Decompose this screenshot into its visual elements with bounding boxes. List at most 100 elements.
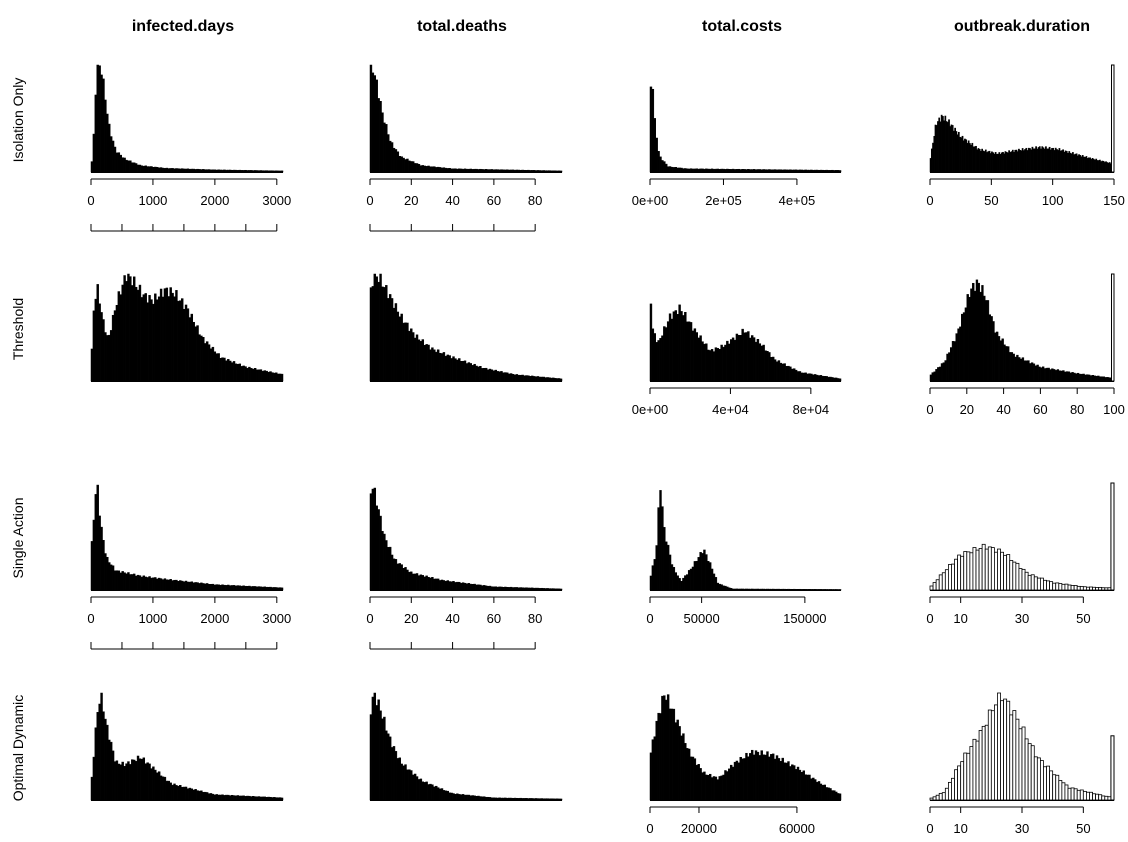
histogram-bar [1076,789,1081,801]
histogram-bar [829,170,832,173]
histogram-bar [796,169,800,173]
x-tick-label: 40 [445,611,459,626]
x-tick-label: 0 [646,611,653,626]
histogram-bar [253,170,257,173]
histogram-bar [492,169,496,173]
histogram-bar [154,166,157,173]
histogram-bar [1027,574,1032,591]
histogram-bar [823,589,826,591]
histogram-bar [1064,583,1069,591]
histogram-bar [1073,788,1078,801]
histogram-bar [836,170,840,173]
histogram-bar [833,170,836,173]
histogram-bar [764,588,767,591]
histogram-bar [381,286,384,382]
histogram-bar [171,168,174,173]
histogram-bar [536,798,540,801]
histogram-bar [540,170,544,173]
histogram-bar [525,375,528,382]
histogram-bar [951,563,955,591]
histogram-bar [768,756,771,801]
histogram-bar [1095,375,1098,382]
histogram-bar [444,355,448,382]
histogram-bar [745,332,748,382]
histogram-bar [150,299,153,382]
histogram-bar [550,377,553,382]
histogram-bar [278,587,282,591]
histogram-bar [129,764,132,801]
histogram-bar [125,281,128,382]
histogram-bar [783,363,786,382]
histogram-bar [217,353,220,382]
histogram-bar [467,794,471,801]
histogram-bar [98,703,101,801]
histogram-bar [475,584,478,591]
histogram-bar [180,168,184,173]
histogram-bar [506,169,509,173]
histogram-bar [511,169,515,173]
histogram-bar [250,368,253,382]
histogram-bar [773,169,777,173]
histogram-bar [125,573,128,591]
histogram-bar [131,162,134,173]
histogram-bar [762,754,765,801]
histogram-bar [733,588,737,591]
histogram-bar [529,170,532,173]
histogram-bar [988,314,991,382]
histogram-bar [1006,554,1011,591]
x-tick-label: 4e+05 [779,193,816,208]
histogram-bar [764,169,767,173]
x-tick-label: 0 [926,611,933,626]
histogram-bar [718,169,721,173]
histogram-bar [760,169,763,173]
histogram-bar [517,169,521,173]
histogram-bar [653,559,656,591]
histogram-bar [255,586,259,591]
histogram-bar [1036,364,1039,382]
histogram-bar [1052,582,1057,591]
histogram-bar [177,168,180,173]
histogram-bar [396,563,400,591]
histogram-bar [695,560,699,591]
histogram-bar [507,169,511,173]
histogram-bar [509,797,513,801]
histogram-bar [981,285,984,382]
histogram-bar [159,775,163,801]
histogram-bar [752,754,756,801]
histogram-bar [517,798,521,801]
histogram-bar [1024,738,1029,801]
histogram-bar [213,584,217,591]
histogram-bar [442,167,446,173]
histogram-bar [215,584,218,591]
histogram-bar [960,761,965,801]
histogram-bar [456,793,459,801]
histogram-bar [760,750,763,801]
histogram-bar [686,321,689,382]
histogram-bar [665,541,668,591]
histogram-bar [406,158,409,173]
histogram-bar [371,72,375,173]
histogram-bar [513,797,517,801]
histogram-bar [689,168,693,173]
histogram-bar [494,586,497,591]
histogram-bar [712,351,716,382]
histogram-bar [555,170,559,173]
histogram-bar [511,374,515,382]
histogram-bar [417,779,421,801]
histogram-bar [373,75,377,173]
histogram-bar [498,797,501,801]
histogram-bar [933,371,936,382]
histogram-bar [687,748,691,801]
histogram-bar [415,163,419,173]
histogram-bar [261,370,265,382]
histogram-bar [398,316,401,382]
histogram-bar [104,553,107,591]
histogram-bar [100,74,103,173]
histogram-bar [770,754,773,801]
histogram-bar [435,167,438,173]
histogram-bar [217,169,220,173]
histogram-bar [167,168,170,173]
histogram-bar [205,341,209,382]
histogram-bar [200,335,203,382]
histogram-bar [538,798,542,801]
